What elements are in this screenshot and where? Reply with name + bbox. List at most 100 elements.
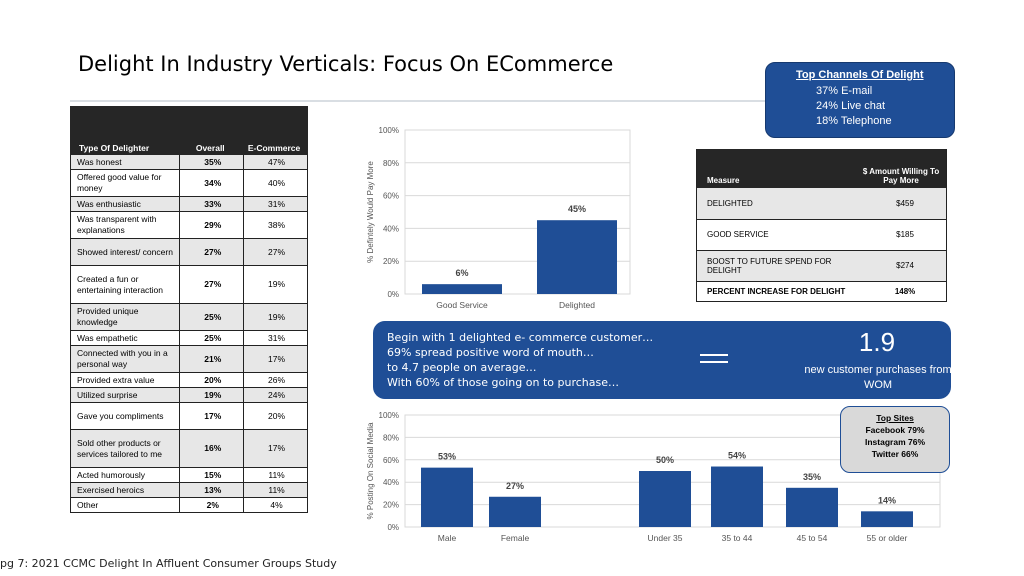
- overall-cell: 19%: [179, 387, 245, 403]
- table-row: Provided extra value 20% 26%: [69, 372, 308, 388]
- top-channels-box: Top Channels Of Delight 37% E-mail 24% L…: [765, 62, 955, 138]
- delighter-type-cell: Exercised heroics: [69, 482, 181, 498]
- overall-cell: 27%: [179, 265, 245, 304]
- table-row: Was enthusiastic 33% 31%: [69, 196, 308, 212]
- table-row: GOOD SERVICE $185: [696, 219, 947, 251]
- data-label: 6%: [455, 268, 468, 278]
- y-tick-label: 20%: [383, 257, 399, 266]
- table-row: Exercised heroics 13% 11%: [69, 482, 308, 498]
- x-tick-label: Good Service: [436, 300, 488, 310]
- amount-cell: $459: [858, 188, 947, 220]
- header-ecommerce: E-Commerce: [243, 106, 308, 155]
- y-tick-label: 100%: [379, 411, 399, 420]
- table-row: Was empathetic 25% 31%: [69, 330, 308, 346]
- table-row: Sold other products or services tailored…: [69, 429, 308, 468]
- header-overall: Overall: [179, 106, 245, 155]
- delighter-type-cell: Created a fun or entertaining interactio…: [69, 265, 181, 304]
- x-tick-label: Male: [438, 533, 457, 543]
- y-tick-label: 40%: [383, 478, 399, 487]
- y-tick-label: 20%: [383, 501, 399, 510]
- table-row: Was honest 35% 47%: [69, 154, 308, 170]
- amount-cell: $274: [858, 250, 947, 282]
- overall-cell: 16%: [179, 429, 245, 468]
- measure-cell: DELIGHTED: [696, 188, 859, 220]
- table-row: BOOST TO FUTURE SPEND FOR DELIGHT $274: [696, 250, 947, 282]
- measure-cell: BOOST TO FUTURE SPEND FOR DELIGHT: [696, 250, 859, 282]
- overall-cell: 20%: [179, 372, 245, 388]
- data-label: 45%: [568, 204, 586, 214]
- table-row: Showed interest/ concern 27% 27%: [69, 238, 308, 266]
- table-row: Utilized surprise 19% 24%: [69, 387, 308, 403]
- header-amount: $ Amount Willing To Pay More: [858, 149, 947, 188]
- overall-cell: 25%: [179, 303, 245, 331]
- table-row: Acted humorously 15% 11%: [69, 467, 308, 483]
- table-row: PERCENT INCREASE FOR DELIGHT 148%: [696, 281, 947, 302]
- ecommerce-cell: 19%: [243, 303, 308, 331]
- bar: [421, 467, 473, 527]
- bar: [422, 284, 502, 294]
- table-row: Other 2% 4%: [69, 497, 308, 513]
- bar: [711, 466, 763, 527]
- data-label: 14%: [878, 495, 896, 505]
- measure-cell: PERCENT INCREASE FOR DELIGHT: [696, 281, 859, 302]
- table-row: Provided unique knowledge 25% 19%: [69, 303, 308, 331]
- wom-line: With 60% of those going on to purchase…: [387, 376, 619, 389]
- y-axis-label: % Defintely Would Pay More: [366, 161, 375, 263]
- ecommerce-cell: 20%: [243, 402, 308, 430]
- wom-text: Begin with 1 delighted e- commerce custo…: [387, 330, 653, 390]
- y-tick-label: 0%: [387, 290, 399, 299]
- table-row: Gave you compliments 17% 20%: [69, 402, 308, 430]
- overall-cell: 35%: [179, 154, 245, 170]
- ecommerce-cell: 24%: [243, 387, 308, 403]
- bar: [861, 511, 913, 527]
- bar: [786, 487, 838, 527]
- delighter-type-cell: Connected with you in a personal way: [69, 345, 181, 373]
- data-label: 53%: [438, 452, 456, 462]
- bar: [489, 496, 541, 527]
- bar: [639, 471, 691, 527]
- channel-line: 18% Telephone: [816, 115, 892, 127]
- amount-cell: 148%: [858, 281, 947, 302]
- delighter-type-cell: Gave you compliments: [69, 402, 181, 430]
- overall-cell: 27%: [179, 238, 245, 266]
- ecommerce-cell: 31%: [243, 196, 308, 212]
- measure-table: Measure $ Amount Willing To Pay More DEL…: [696, 149, 947, 302]
- ecommerce-cell: 17%: [243, 429, 308, 468]
- delighter-type-cell: Provided unique knowledge: [69, 303, 181, 331]
- delighter-type-cell: Showed interest/ concern: [69, 238, 181, 266]
- y-tick-label: 60%: [383, 192, 399, 201]
- delighter-type-cell: Was enthusiastic: [69, 196, 181, 212]
- delighter-type-cell: Was empathetic: [69, 330, 181, 346]
- table-row: Created a fun or entertaining interactio…: [69, 265, 308, 304]
- wom-line: Begin with 1 delighted e- commerce custo…: [387, 331, 654, 344]
- pay-more-chart: 0% 20% 40% 60% 80% 100% % Defintely Would Pay …: [366, 126, 631, 310]
- delighter-type-cell: Was transparent with explanations: [69, 211, 181, 239]
- y-axis-label: % Posting On Social Media: [366, 422, 375, 519]
- header-measure: Measure: [696, 149, 859, 188]
- wom-line: 69% spread positive word of mouth…: [387, 346, 594, 359]
- site-line: Twitter 66%: [871, 449, 919, 459]
- equals-icon: [700, 354, 728, 368]
- delighter-table-body: Was honest 35% 47% Offered good value for m…: [69, 154, 308, 513]
- table-row: Connected with you in a personal way 21% 1…: [69, 345, 308, 373]
- data-label: 50%: [656, 455, 674, 465]
- delighter-type-cell: Was honest: [69, 154, 181, 170]
- data-label: 54%: [728, 451, 746, 461]
- overall-cell: 34%: [179, 169, 245, 197]
- channel-line: 37% E-mail: [816, 85, 873, 97]
- delighter-type-cell: Acted humorously: [69, 467, 181, 483]
- wom-line: to 4.7 people on average…: [387, 361, 537, 374]
- x-tick-label: 55 or older: [867, 533, 908, 543]
- y-tick-label: 0%: [387, 523, 399, 532]
- bar: [537, 220, 617, 294]
- table-row: DELIGHTED $459: [696, 188, 947, 220]
- overall-cell: 17%: [179, 402, 245, 430]
- channels-heading: Top Channels Of Delight: [796, 69, 924, 81]
- site-line: Facebook 79%: [865, 425, 925, 435]
- y-tick-label: 80%: [383, 433, 399, 442]
- overall-cell: 2%: [179, 497, 245, 513]
- wom-banner: Begin with 1 delighted e- commerce custo…: [373, 321, 952, 399]
- y-tick-label: 60%: [383, 456, 399, 465]
- delighter-type-cell: Sold other products or services tailored…: [69, 429, 181, 468]
- x-tick-label: 45 to 54: [797, 533, 828, 543]
